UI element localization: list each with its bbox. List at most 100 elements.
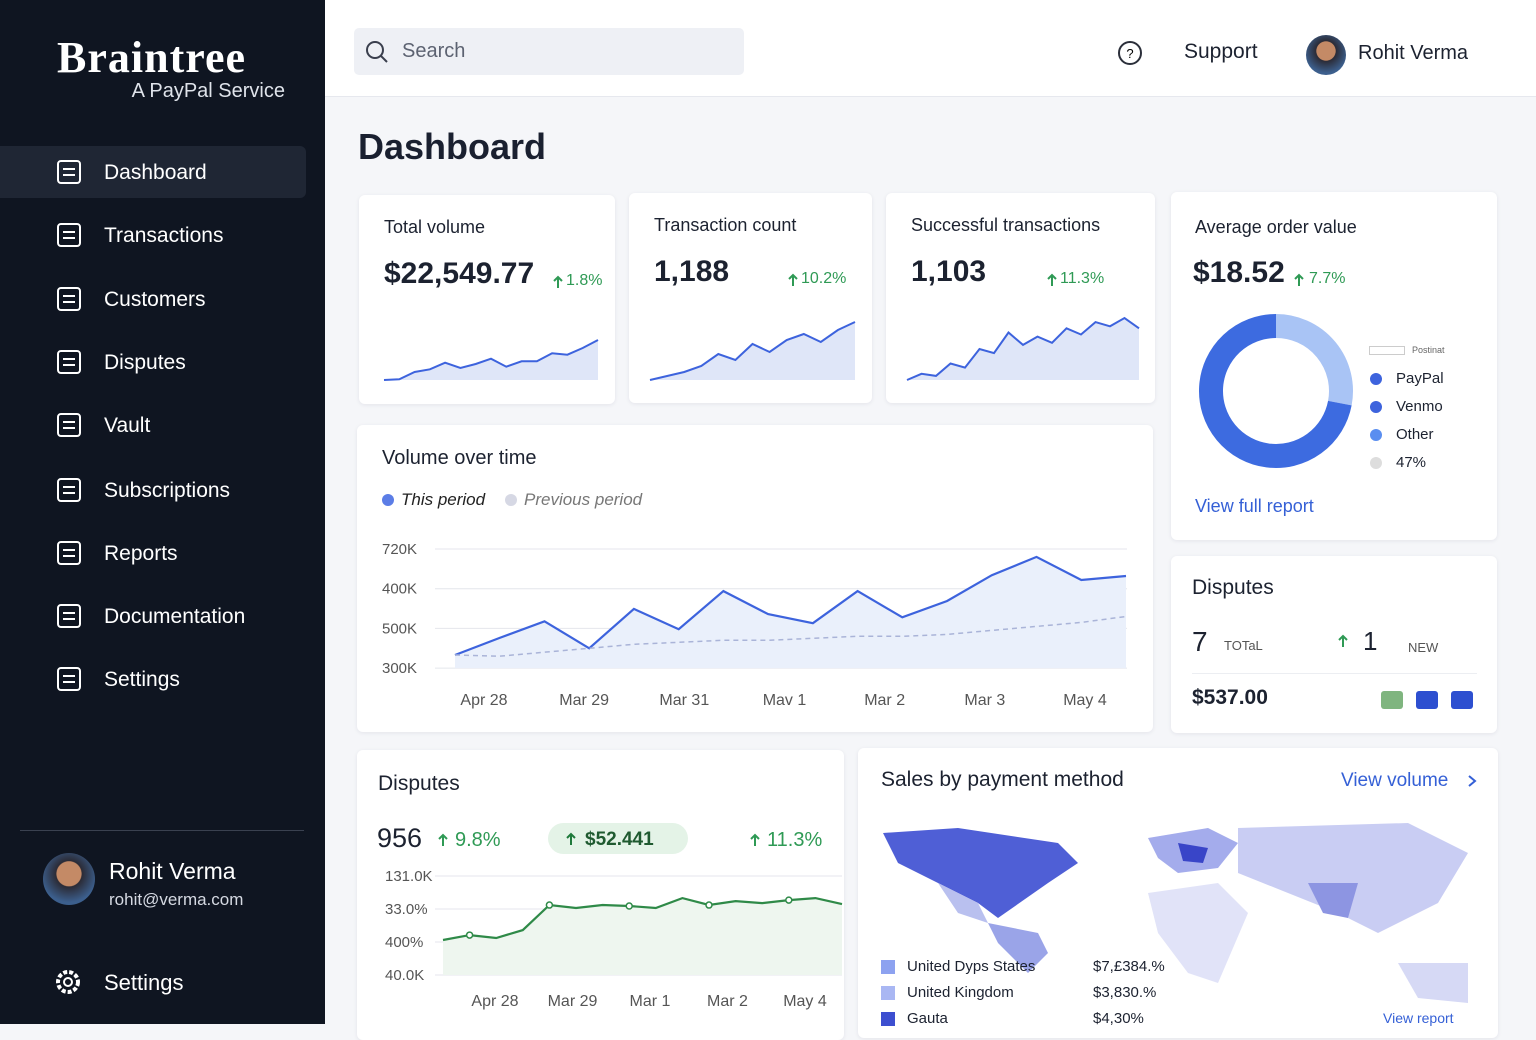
legend-label: Venmo [1396,398,1443,415]
up-arrow [553,275,563,288]
sales-card: Sales by payment method View volume United… [858,748,1498,1038]
point [625,902,633,910]
nav-item[interactable]: Reports [104,541,178,565]
x-tick-label: Mar 2 [864,692,905,709]
user-name: Rohit Verma [109,858,236,884]
nav-item[interactable]: Disputes [104,350,186,374]
nav-item[interactable]: Customers [104,287,206,311]
x-tick-label: Mar 29 [559,692,609,709]
amount: $52.441 [585,829,654,850]
country: United Dyps States [907,958,1036,975]
user-email: rohit@verma.com [109,890,244,909]
kpi-change: 1.8% [566,272,603,289]
donut-segment [1275,314,1353,406]
nav-icon [57,413,81,438]
sparkline [383,339,599,381]
kpi-value: 1,188 [654,255,730,288]
nav-icon [57,604,81,629]
search-box[interactable]: Search [354,28,744,75]
country: Gauta [907,1010,948,1027]
legend-dot [1370,457,1382,469]
sparkline-chart [906,316,1140,381]
support[interactable]: Support [1184,40,1258,63]
legend-dot [382,494,394,506]
kpi-card: Successful transactions 1,103 11.3% [886,193,1155,403]
count: 956 [377,823,423,853]
disputes-card: Disputes 956 9.8% $52.441 11.3% 131.0K 33.0% 40… [357,750,844,1040]
legend-dot [1370,373,1382,385]
sidebar: Braintree A PayPal Service Rohit Verma r… [0,0,325,1024]
y-tick-label: 300K [382,660,417,677]
icon-frame [57,413,81,438]
x-tick-label: Mar 3 [964,692,1005,709]
icon-frame [57,223,81,248]
up-arrow [1047,273,1057,286]
y-tick-label: 720K [382,541,417,558]
up-arrow [438,833,448,846]
nav-icon [57,540,81,565]
help-icon[interactable]: ? [1117,40,1143,66]
y-tick-label: 40.0K [385,967,424,984]
amount: $3,830.% [1093,984,1157,1001]
row-swatch [881,960,895,974]
nav-item[interactable]: Documentation [104,605,246,629]
view-report[interactable]: View report [1383,1010,1454,1026]
header-user[interactable]: Rohit Verma [1358,42,1469,64]
divider [1192,673,1477,674]
point [785,896,793,904]
nav-item[interactable]: Dashboard [104,161,207,184]
row-swatch [881,986,895,1000]
avg-label: Average order value [1195,217,1357,237]
new-label: NEW [1408,640,1439,655]
sparkline-area [907,318,1139,380]
disputes-small-card: Disputes 7 TOTaL 1 NEW $537.00 [1171,556,1497,733]
up-arrow [1338,634,1348,647]
nav-icon [57,223,81,248]
arrow-shape [438,833,448,846]
icon-frame [57,349,81,374]
nav-item[interactable]: Vault [104,414,151,438]
up-arrow [1294,273,1304,286]
kpi-card: Transaction count 1,188 10.2% [629,193,872,403]
up-arrow [750,833,760,846]
card-title: Disputes [378,772,460,795]
nav-item[interactable]: Settings [104,668,180,692]
line-area [455,556,1126,669]
svg-text:?: ? [1126,46,1133,61]
footer-settings[interactable]: Settings [104,970,184,995]
x-tick-label: Mav 1 [763,692,807,709]
legend-label: Previous period [524,490,643,509]
sparkline [649,321,856,381]
total-label: TOTaL [1224,638,1263,653]
tagline: A PayPal Service [131,80,285,102]
link-arrow [1468,775,1477,787]
total: 7 [1192,626,1208,657]
payment-icon [1381,691,1403,709]
view-volume[interactable]: View volume [1341,770,1449,791]
legend-title: Postinat [1412,345,1445,355]
sparkline-area [650,322,855,380]
icon-frame [57,477,81,502]
line-area [443,898,842,975]
icon-frame [57,160,81,184]
line-chart: 720K 400K 500K 300K Apr 28 Mar 29 Mar 31 Mav 1 M… [382,541,1127,709]
card-title: Disputes [1192,576,1274,599]
kpi-label: Successful transactions [911,215,1101,235]
legend-label: 47% [1396,454,1427,471]
series-line [454,555,1127,657]
y-tick-label: 500K [382,620,417,637]
nav-item[interactable]: Transactions [104,224,224,248]
arrow-shape [1294,273,1304,286]
payment-icon [1416,691,1438,709]
y-tick-label: 400K [382,581,417,598]
world-map [883,823,1468,1003]
legend-box [1369,346,1405,355]
kpi-label: Transaction count [654,215,797,235]
x-tick-label: May 4 [783,993,827,1010]
nav-item[interactable]: Subscriptions [104,478,231,502]
arrow-shape [566,832,576,845]
avatar [43,853,95,905]
report-link[interactable]: View full report [1195,496,1314,516]
amount: $7,£384.% [1093,958,1165,975]
change-2: 11.3% [767,829,823,851]
